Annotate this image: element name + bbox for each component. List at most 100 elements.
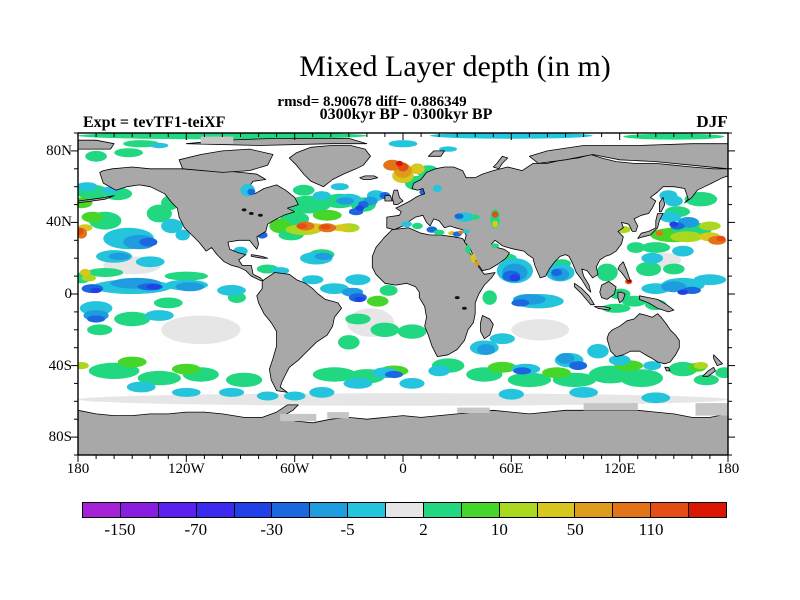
anomaly-region — [343, 378, 373, 389]
ice-shelf — [583, 403, 638, 411]
colorbar-tick-label: 110 — [638, 520, 664, 539]
land-greenland — [288, 145, 371, 188]
lake — [248, 212, 254, 215]
inland-water — [433, 229, 445, 235]
inland-water — [470, 253, 477, 263]
land-iceland — [359, 175, 379, 180]
inland-water — [412, 222, 423, 230]
anomaly-region — [256, 391, 279, 401]
anomaly-region — [507, 372, 552, 388]
colorbar-tick-label: -70 — [184, 520, 208, 539]
land-eurasia — [386, 154, 728, 293]
anomaly-region — [370, 322, 400, 337]
anomaly-region — [87, 315, 106, 323]
anomaly-region — [312, 191, 331, 201]
y-axis-tick-label: 0 — [64, 286, 73, 302]
x-axis-tick-label: 180 — [66, 461, 90, 477]
lake — [258, 213, 263, 217]
land-aleutians — [78, 195, 115, 204]
anomaly-region — [78, 362, 89, 370]
anomaly-region — [672, 245, 694, 257]
land-south-america — [256, 272, 343, 393]
anomaly-region — [659, 190, 678, 201]
anomaly-region — [332, 224, 351, 232]
anomaly-region — [693, 374, 719, 386]
anomaly-region — [569, 361, 588, 371]
ice-shelf — [695, 403, 728, 416]
land-java — [594, 306, 611, 311]
colorbar-segment — [537, 503, 576, 517]
colorbar-tick-label: -150 — [104, 520, 136, 539]
anomaly-region — [663, 263, 685, 275]
x-axis-tick-label: 60E — [499, 461, 524, 477]
anomaly-region — [218, 387, 245, 397]
colorbar-segment — [83, 503, 121, 517]
anomaly-region — [171, 363, 201, 375]
anomaly-region — [551, 268, 562, 277]
colorbar-segment — [310, 503, 349, 517]
colorbar-segment — [651, 503, 689, 517]
anomaly-region — [90, 287, 102, 294]
colorbar-segment — [272, 503, 311, 517]
anomaly-region — [439, 146, 458, 152]
anomaly-region — [388, 140, 418, 148]
land-philippines — [617, 261, 631, 282]
anomaly-region — [626, 242, 645, 253]
inland-water — [401, 221, 412, 228]
colorbar-segment — [386, 503, 424, 517]
colorbar-tick-label: -5 — [340, 520, 355, 539]
anomaly-region — [482, 290, 497, 305]
anomaly-region — [175, 229, 190, 241]
anomaly-region — [312, 209, 342, 221]
anomaly-region — [641, 392, 671, 404]
anomaly-region — [477, 344, 496, 355]
map-content — [78, 133, 728, 455]
colorbar-segment — [689, 503, 726, 517]
colorbar-tick-label: 50 — [566, 520, 584, 539]
anomaly-region — [511, 299, 530, 307]
anomaly-region — [330, 183, 349, 191]
anomaly-region — [511, 319, 570, 341]
inland-water — [432, 184, 442, 193]
anomaly-region — [108, 252, 131, 260]
inland-water — [491, 243, 500, 248]
colorbar-segment — [575, 503, 614, 517]
anomaly-region — [78, 393, 728, 406]
colorbar-tick-label: 10 — [490, 520, 508, 539]
anomaly-region — [699, 221, 721, 231]
x-axis-tick-label: 120W — [167, 461, 205, 477]
anomaly-region — [641, 252, 663, 264]
period-line: 0300kyr BP - 0300kyr BP — [319, 106, 493, 123]
inland-water — [474, 260, 480, 267]
colorbar-tick-label: -30 — [260, 520, 284, 539]
anomaly-region — [619, 369, 663, 387]
y-axis-tick-label: 40S — [48, 357, 72, 374]
land-cuba — [250, 254, 269, 259]
anomaly-region — [144, 310, 174, 321]
anomaly-region — [385, 370, 403, 379]
land-australia — [606, 313, 680, 365]
inland-water — [458, 230, 464, 235]
anomaly-region — [655, 230, 664, 236]
anomaly-region — [715, 367, 728, 379]
colorbar-segment — [423, 503, 462, 517]
anomaly-region — [164, 271, 208, 281]
anomaly-region — [117, 356, 147, 368]
anomaly-region — [397, 324, 427, 339]
anomaly-region — [150, 142, 169, 149]
anomaly-region — [498, 388, 524, 400]
anomaly-region — [146, 204, 172, 223]
inland-water — [470, 214, 480, 220]
anomaly-region — [135, 256, 165, 268]
anomaly-region — [355, 205, 365, 211]
ice-shelf — [457, 407, 490, 413]
ice-shelf — [327, 412, 349, 419]
x-axis-tick-label: 0 — [399, 461, 407, 477]
season-label: DJF — [696, 112, 728, 131]
anomaly-region — [283, 391, 306, 401]
anomaly-region — [146, 284, 161, 290]
anomaly-region — [312, 367, 357, 382]
anomaly-region — [309, 387, 335, 398]
y-axis-tick-label: 80S — [48, 429, 72, 446]
x-axis-tick-label: 60W — [280, 461, 310, 477]
